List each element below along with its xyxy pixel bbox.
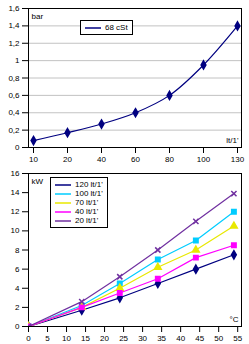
- html-text:20 lt/1': 20 lt/1': [75, 216, 99, 225]
- svg-text:0: 0: [26, 334, 31, 343]
- svg-text:1,4: 1,4: [8, 21, 20, 30]
- svg-text:130: 130: [231, 155, 245, 164]
- svg-text:60: 60: [131, 155, 140, 164]
- svg-text:10: 10: [29, 155, 38, 164]
- svg-text:100: 100: [197, 155, 211, 164]
- html-text:68 cSt: 68 cSt: [105, 23, 128, 32]
- svg-text:0,2: 0,2: [8, 126, 20, 135]
- svg-text:40: 40: [176, 334, 185, 343]
- html-text:70 lt/1': 70 lt/1': [75, 198, 99, 207]
- svg-text:20: 20: [63, 155, 72, 164]
- svg-text:kW: kW: [32, 177, 44, 186]
- svg-text:1,2: 1,2: [8, 39, 20, 48]
- svg-text:0: 0: [15, 322, 20, 331]
- svg-text:14: 14: [11, 188, 20, 197]
- svg-text:2: 2: [15, 303, 20, 312]
- svg-text:40: 40: [97, 155, 106, 164]
- svg-text:6: 6: [15, 265, 20, 274]
- svg-text:50: 50: [214, 334, 223, 343]
- svg-text:35: 35: [157, 334, 166, 343]
- svg-text:bar: bar: [32, 12, 44, 21]
- svg-text:8: 8: [15, 246, 20, 255]
- svg-text:5: 5: [45, 334, 50, 343]
- svg-text:0,8: 0,8: [8, 74, 20, 83]
- svg-text:15: 15: [81, 334, 90, 343]
- svg-text:20: 20: [100, 334, 109, 343]
- html-text:120 lt/1': 120 lt/1': [75, 180, 103, 189]
- svg-text:80: 80: [165, 155, 174, 164]
- html-text:100 lt/1': 100 lt/1': [75, 189, 103, 198]
- svg-text:12: 12: [11, 207, 20, 216]
- svg-text:1,6: 1,6: [8, 4, 20, 13]
- svg-text:0,4: 0,4: [8, 108, 20, 117]
- svg-text:1: 1: [15, 56, 20, 65]
- svg-text:55: 55: [233, 334, 242, 343]
- svg-text:25: 25: [119, 334, 128, 343]
- svg-text:45: 45: [195, 334, 204, 343]
- svg-text:°C: °C: [230, 315, 239, 324]
- svg-text:10: 10: [11, 226, 20, 235]
- svg-text:0,6: 0,6: [8, 91, 20, 100]
- svg-text:lt/1': lt/1': [226, 136, 239, 145]
- svg-text:16: 16: [11, 169, 20, 178]
- html-text:40 lt/1': 40 lt/1': [75, 207, 99, 216]
- svg-text:10: 10: [62, 334, 71, 343]
- svg-text:30: 30: [138, 334, 147, 343]
- svg-text:4: 4: [15, 284, 20, 293]
- svg-text:0: 0: [15, 143, 20, 152]
